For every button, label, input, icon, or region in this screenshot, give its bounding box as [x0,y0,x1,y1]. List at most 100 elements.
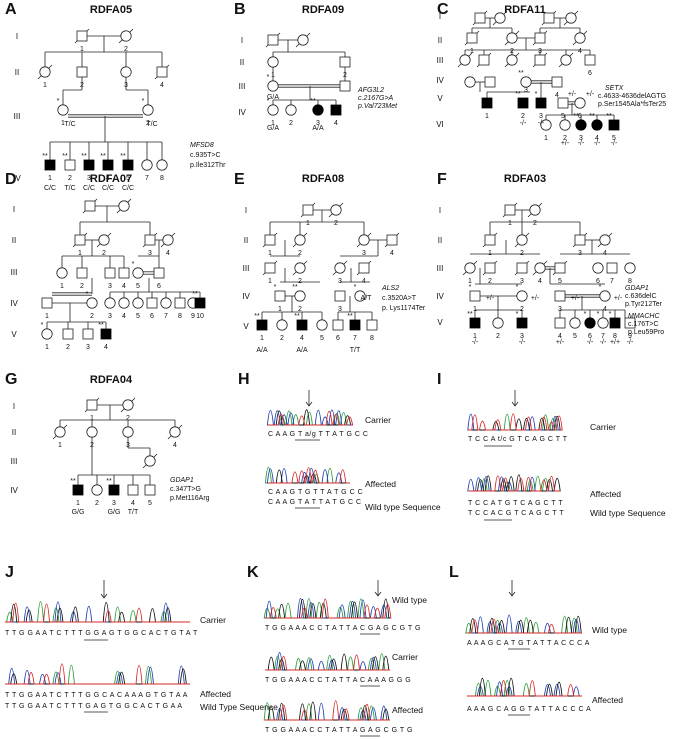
female [118,200,130,212]
trace-label: Wild type Sequence [365,502,441,512]
trace-label: Wild Type Sequence [200,702,278,712]
genotype-label: +/- [486,295,495,302]
male [534,54,546,66]
generation-label: II [244,236,248,245]
generation-label: III [437,56,444,65]
trace-label: Carrier [392,652,418,662]
individual-number: 4 [603,250,607,257]
genotype-label: -/- [611,140,618,147]
male [144,484,156,496]
male [104,267,116,279]
individual-number: 5 [558,278,562,285]
female [144,455,156,467]
examined-mark: * [599,284,602,291]
female [559,119,571,131]
individual-number: 5 [126,175,130,182]
protein-change: p.Val723Met [357,103,398,110]
individual-number: 8 [370,335,374,342]
male [339,56,351,68]
genotype-label: T/C [64,185,75,192]
examined-mark: ** [467,311,473,318]
individual-number: 2 [289,120,293,127]
generation-label: II [438,36,442,45]
chromatogram-trace [467,680,582,697]
pedigree-title: RDFA07 [90,173,132,185]
generation-label: IV [436,292,444,301]
individual-number: 4 [104,344,108,351]
pedigree-title: RDFA05 [90,4,132,16]
generation-label: I [245,206,247,215]
female [464,76,476,88]
examined-mark: ** [589,113,595,120]
panel-label: C [437,1,449,18]
individual-number: 2 [520,250,524,257]
female [276,319,288,331]
female [592,262,604,274]
female [599,290,611,302]
male [484,234,496,246]
base-sequence: T C C A C G T C A G C T T [468,510,564,517]
panel-label: H [238,371,250,388]
female [334,262,346,274]
individual-number: 4 [603,306,607,313]
male [62,328,74,340]
individual-number: 1 [43,82,47,89]
individual-number: 1 [58,442,62,449]
affected-female [312,104,324,116]
affected-male [83,159,95,171]
trace-label: Carrier [590,422,616,432]
cdna-change: c.4633-4636delAGTG [598,93,666,100]
male [84,200,96,212]
individual-number: 1 [48,175,52,182]
individual-number: 3 [148,250,152,257]
individual-number: 2 [126,415,130,422]
examined-mark: ** [254,313,260,320]
pedigree-title: RDFA04 [90,374,133,386]
individual-number: 4 [558,333,562,340]
female [120,30,132,42]
individual-number: 2 [280,335,284,342]
examined-mark: * [469,284,472,291]
individual-number: 4 [131,500,135,507]
affected-male [609,317,621,329]
affected-male [122,159,134,171]
male [264,262,276,274]
genotype-label: G/A [267,125,279,132]
trace-label: Affected [590,489,621,499]
individual-number: 10 [196,313,204,320]
pedigree-title: RDFA03 [504,173,546,185]
examined-mark: ** [292,284,298,291]
examined-mark: * [267,98,270,105]
male [274,290,286,302]
generation-label: I [439,12,441,21]
individual-number: 3 [520,278,524,285]
examined-mark: ** [515,91,521,98]
genotype-label: -/- [600,339,607,346]
genotype-label: +/- [561,140,570,147]
female [516,290,528,302]
examined-mark: * [267,74,270,81]
examined-mark: ** [42,153,48,160]
generation-label: III [239,82,246,91]
female [169,426,181,438]
individual-number: 1 [90,415,94,422]
arrow-head [374,591,382,597]
genotype-label: A/A [256,347,268,354]
generation-label: IV [242,292,250,301]
examined-mark: * [516,311,519,318]
examined-mark: * [86,291,89,298]
protein-change: p.Ser1545Ala*fsTer25 [598,101,666,108]
examined-mark: ** [192,291,198,298]
female [316,319,328,331]
affected-male [481,97,493,109]
individual-number: 1 [60,283,64,290]
individual-number: 6 [588,70,592,77]
male [64,159,76,171]
individual-number: 3 [86,344,90,351]
affected-male [108,484,120,496]
examined-mark: * [142,98,145,105]
female [120,66,132,78]
generation-label: III [243,264,250,273]
genotype-label: C/C [102,185,114,192]
examined-mark: ** [294,313,300,320]
